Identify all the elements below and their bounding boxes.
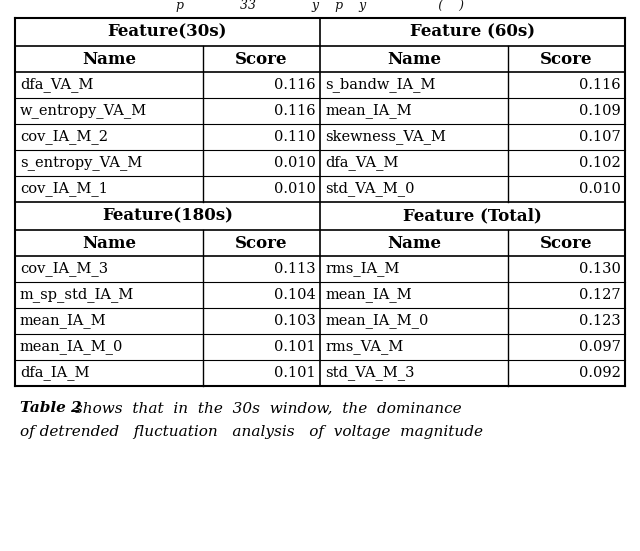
Text: cov_IA_M_2: cov_IA_M_2 — [20, 129, 108, 144]
Text: 0.116: 0.116 — [275, 104, 316, 118]
Text: mean_IA_M_0: mean_IA_M_0 — [20, 339, 124, 354]
Text: Name: Name — [82, 51, 136, 68]
Text: Feature(30s): Feature(30s) — [108, 24, 227, 41]
Text: 0.101: 0.101 — [275, 340, 316, 354]
Text: Feature (Total): Feature (Total) — [403, 208, 542, 224]
Text: 0.123: 0.123 — [579, 314, 621, 328]
Text: 0.092: 0.092 — [579, 366, 621, 380]
Text: 0.110: 0.110 — [275, 130, 316, 144]
Text: 0.010: 0.010 — [274, 156, 316, 170]
Text: dfa_VA_M: dfa_VA_M — [20, 78, 93, 93]
Text: cov_IA_M_1: cov_IA_M_1 — [20, 182, 108, 197]
Text: 0.101: 0.101 — [275, 366, 316, 380]
Text: Table 2: Table 2 — [20, 401, 82, 415]
Text: Score: Score — [235, 235, 287, 251]
Text: std_VA_M_3: std_VA_M_3 — [325, 365, 415, 380]
Text: Feature (60s): Feature (60s) — [410, 24, 535, 41]
Text: Name: Name — [82, 235, 136, 251]
Text: 0.116: 0.116 — [579, 78, 621, 92]
Text: mean_IA_M: mean_IA_M — [325, 104, 412, 118]
Text: 0.127: 0.127 — [579, 288, 621, 302]
Text: mean_IA_M_0: mean_IA_M_0 — [325, 314, 428, 328]
Text: Score: Score — [540, 235, 593, 251]
Text: mean_IA_M: mean_IA_M — [20, 314, 107, 328]
Text: std_VA_M_0: std_VA_M_0 — [325, 182, 415, 197]
Text: Score: Score — [235, 51, 287, 68]
Text: s_bandw_IA_M: s_bandw_IA_M — [325, 78, 435, 93]
Text: 0.116: 0.116 — [275, 78, 316, 92]
Text: 0.103: 0.103 — [274, 314, 316, 328]
Text: skewness_VA_M: skewness_VA_M — [325, 129, 446, 144]
Text: 0.104: 0.104 — [275, 288, 316, 302]
Text: p              33              y    p    y                  (    ): p 33 y p y ( ) — [176, 0, 464, 13]
Text: Feature(180s): Feature(180s) — [102, 208, 233, 224]
Text: 0.010: 0.010 — [579, 182, 621, 196]
Text: rms_VA_M: rms_VA_M — [325, 339, 403, 354]
Text: shows  that  in  the  30s  window,  the  dominance: shows that in the 30s window, the domina… — [70, 401, 461, 415]
Text: Name: Name — [387, 235, 441, 251]
Text: m_sp_std_IA_M: m_sp_std_IA_M — [20, 288, 134, 302]
Text: dfa_IA_M: dfa_IA_M — [20, 365, 90, 380]
Text: rms_IA_M: rms_IA_M — [325, 262, 399, 277]
Text: w_entropy_VA_M: w_entropy_VA_M — [20, 104, 147, 118]
Text: mean_IA_M: mean_IA_M — [325, 288, 412, 302]
Text: Score: Score — [540, 51, 593, 68]
Text: Name: Name — [387, 51, 441, 68]
Text: s_entropy_VA_M: s_entropy_VA_M — [20, 155, 142, 170]
Text: of detrended   fluctuation   analysis   of  voltage  magnitude: of detrended fluctuation analysis of vol… — [20, 425, 483, 439]
Text: 0.130: 0.130 — [579, 262, 621, 276]
Text: cov_IA_M_3: cov_IA_M_3 — [20, 262, 108, 277]
Text: 0.113: 0.113 — [275, 262, 316, 276]
Text: 0.097: 0.097 — [579, 340, 621, 354]
Text: 0.010: 0.010 — [274, 182, 316, 196]
Text: 0.107: 0.107 — [579, 130, 621, 144]
Text: 0.109: 0.109 — [579, 104, 621, 118]
Text: 0.102: 0.102 — [579, 156, 621, 170]
Text: dfa_VA_M: dfa_VA_M — [325, 155, 398, 170]
